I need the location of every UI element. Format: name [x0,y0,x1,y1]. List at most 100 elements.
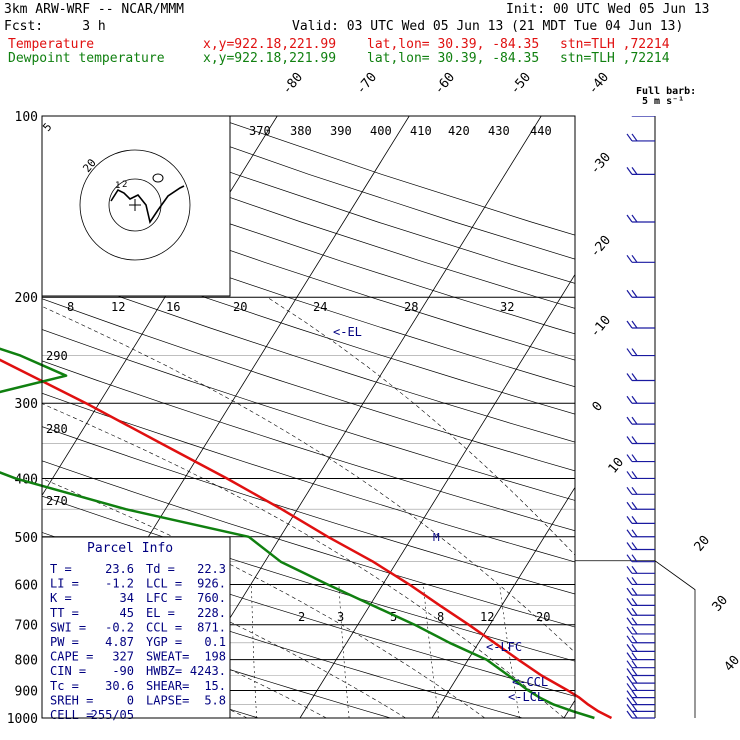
hodograph-trace [110,185,185,224]
lcl-label: <-LCL [508,690,544,704]
hodograph-wind-label: 1 [115,181,120,191]
mixing-ratio-line [600,584,626,718]
wind-barb [626,348,655,357]
wind-barb [626,166,655,175]
wind-barb-flag [631,166,638,175]
temperature-profile-line [0,358,613,720]
parcel-value: 228. [197,606,226,620]
valid-time: Valid: 03 UTC Wed 05 Jun 13 (21 MDT Tue … [292,19,684,34]
wind-barb-flag [631,690,638,698]
hodograph-speed-label: 20 [233,300,247,314]
isotherm-label: -30 [588,150,615,178]
wind-barb-flag [631,704,638,712]
wind-barb-flag [626,454,633,462]
parcel-value: 255/05 [91,708,134,722]
parcel-key: PW = [50,635,79,649]
hodograph-speed-label: 32 [500,300,514,314]
wind-barb-flag [626,373,633,381]
m-label: M [433,531,440,544]
init-time: Init: 00 UTC Wed 05 Jun 13 [506,2,710,17]
moist-adiabat [42,478,485,718]
wind-barb [626,289,655,298]
hodograph-speed-label: 28 [404,300,418,314]
wind-barb-flag [626,697,633,705]
parcel-value: 327 [112,650,134,664]
wind-barb-flag [631,486,638,495]
wind-barb [626,617,655,626]
wind-barb-flag [626,348,633,356]
dry-adiabat [42,569,523,718]
wind-barb-flag [626,565,633,574]
moist-adiabat [42,306,575,653]
wind-barb [626,644,655,652]
wind-barb-flag [631,626,638,635]
theta-label: 390 [330,124,352,138]
wind-barb [626,454,655,463]
pressure-label: 700 [15,619,38,634]
wind-barb [626,133,655,142]
wind-barb-flag [626,471,633,479]
wind-barb [626,598,655,606]
wind-barb-flag [631,529,638,538]
el-label: <-EL [333,325,362,339]
pressure-label: 200 [15,291,38,306]
hodograph-speed-label: 12 [111,300,125,314]
wind-barb [626,501,655,510]
dewpoint-legend-stn: stn=TLH ,72214 [560,51,670,66]
wind-barb-flag [626,214,633,223]
wind-barb-flag [626,652,633,661]
parcel-value: 4243. [190,664,226,678]
wind-barb-flag [626,320,633,329]
parcel-key: SREH = [50,693,93,707]
parcel-value: 926. [197,577,226,591]
parcel-value: 34 [120,591,134,605]
mixing-ratio-label: 8 [437,610,444,624]
dry-adiabat [42,329,575,501]
parcel-key: YGP = [146,635,182,649]
wind-barb-flag [626,554,633,563]
parcel-value: 760. [197,591,226,605]
mixing-ratio-label: 3 [337,610,344,624]
dry-adiabat [142,116,575,260]
wind-barb-flag [626,660,633,669]
wind-barb [631,116,655,117]
wind-barb-flag [631,598,638,606]
wind-barb-flag [631,675,638,684]
mixing-ratio-line [423,584,440,718]
wind-barb [626,710,655,719]
wind-barb-flag [631,214,638,223]
wind-barb [626,652,655,661]
wind-barb-flag [626,668,633,676]
isotherm-label: -10 [588,313,615,341]
wind-barb-flag [626,598,633,606]
ccl-label: <-CCL [512,675,548,689]
plot-frame [41,115,576,719]
parcel-key: SWEAT= [146,650,189,664]
temperature-legend-latlon: lat,lon= 30.39, -84.35 [367,37,540,52]
wind-barb [626,214,655,223]
wind-barb-flag [631,133,638,142]
parcel-value: 45 [120,606,134,620]
wind-barb-flag [631,320,638,329]
wind-barb [626,565,655,574]
dewpoint-legend-name: Dewpoint temperature [8,51,165,66]
parcel-key: SWI = [50,620,86,634]
isotherm-label: -50 [508,70,535,98]
wind-barb-flag [626,133,633,142]
pressure-label: 800 [15,654,38,669]
wind-barb [626,395,655,404]
dewpoint-profile-line [0,347,595,720]
parcel-value: 0.1 [204,635,226,649]
wind-barb-flag [631,395,638,404]
temperature-legend-stn: stn=TLH ,72214 [560,37,670,52]
isotherm-line [0,116,13,718]
isotherm-line [431,486,575,718]
hodograph-frame [41,115,231,297]
wind-barb [626,320,655,329]
theta-label: 440 [530,124,552,138]
wind-barb-flag [631,644,638,652]
wind-barb [626,436,655,445]
wind-barb-flag [631,542,638,550]
barb-legend-title: Full barb: [636,86,696,97]
moist-adiabat [267,296,575,556]
